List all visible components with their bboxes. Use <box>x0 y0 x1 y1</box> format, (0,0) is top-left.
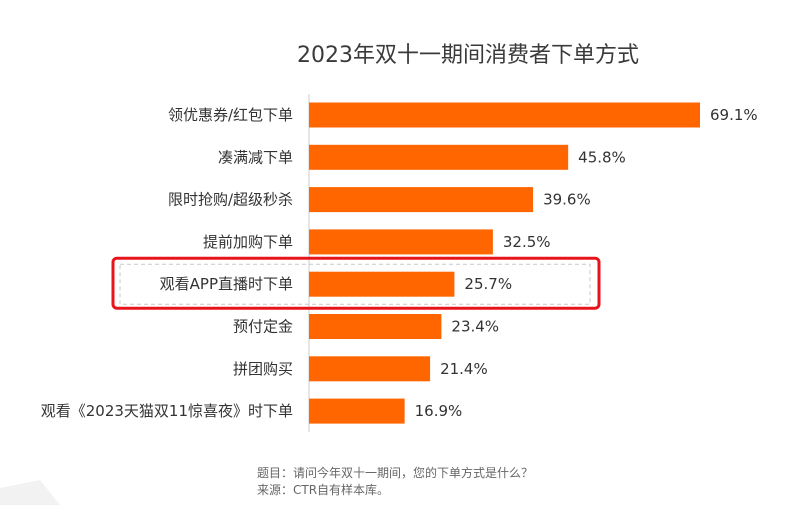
category-label: 领优惠券/红包下单 <box>168 106 293 124</box>
footnote-question: 题目：请问今年双十一期间，您的下单方式是什么？ <box>257 465 533 480</box>
value-label: 23.4% <box>451 318 499 336</box>
bar <box>309 271 455 297</box>
corner-decoration <box>0 480 60 505</box>
category-label: 观看APP直播时下单 <box>160 275 293 293</box>
bars-layer: 领优惠券/红包下单 69.1% 凑满减下单 45.8% 限时抢购/超级秒杀 39.6% 提前… <box>41 94 758 432</box>
chart-title: 2023年双十一期间消费者下单方式 <box>297 43 639 68</box>
category-label: 限时抢购/超级秒杀 <box>168 191 293 209</box>
bar <box>309 356 431 382</box>
category-label: 观看《2023天猫双11惊喜夜》时下单 <box>41 402 293 420</box>
bar <box>309 187 534 213</box>
value-label: 25.7% <box>464 275 512 293</box>
category-label: 拼团购买 <box>233 360 293 378</box>
category-label: 凑满减下单 <box>218 148 293 166</box>
bar <box>309 314 442 339</box>
value-label: 21.4% <box>440 360 488 378</box>
value-label: 16.9% <box>415 402 463 420</box>
highlight-box <box>111 256 601 310</box>
footnote-source: 来源：CTR自有样本库。 <box>257 482 389 497</box>
bar <box>309 229 493 255</box>
value-label: 39.6% <box>543 191 591 209</box>
value-label: 45.8% <box>578 148 626 166</box>
category-label: 提前加购下单 <box>203 233 293 251</box>
value-label: 32.5% <box>503 233 551 251</box>
bar <box>309 398 405 424</box>
bar <box>309 144 569 170</box>
value-label: 69.1% <box>710 106 758 124</box>
category-label: 预付定金 <box>233 318 293 336</box>
highlight-dashed-outline <box>119 263 591 305</box>
bar <box>309 102 700 128</box>
